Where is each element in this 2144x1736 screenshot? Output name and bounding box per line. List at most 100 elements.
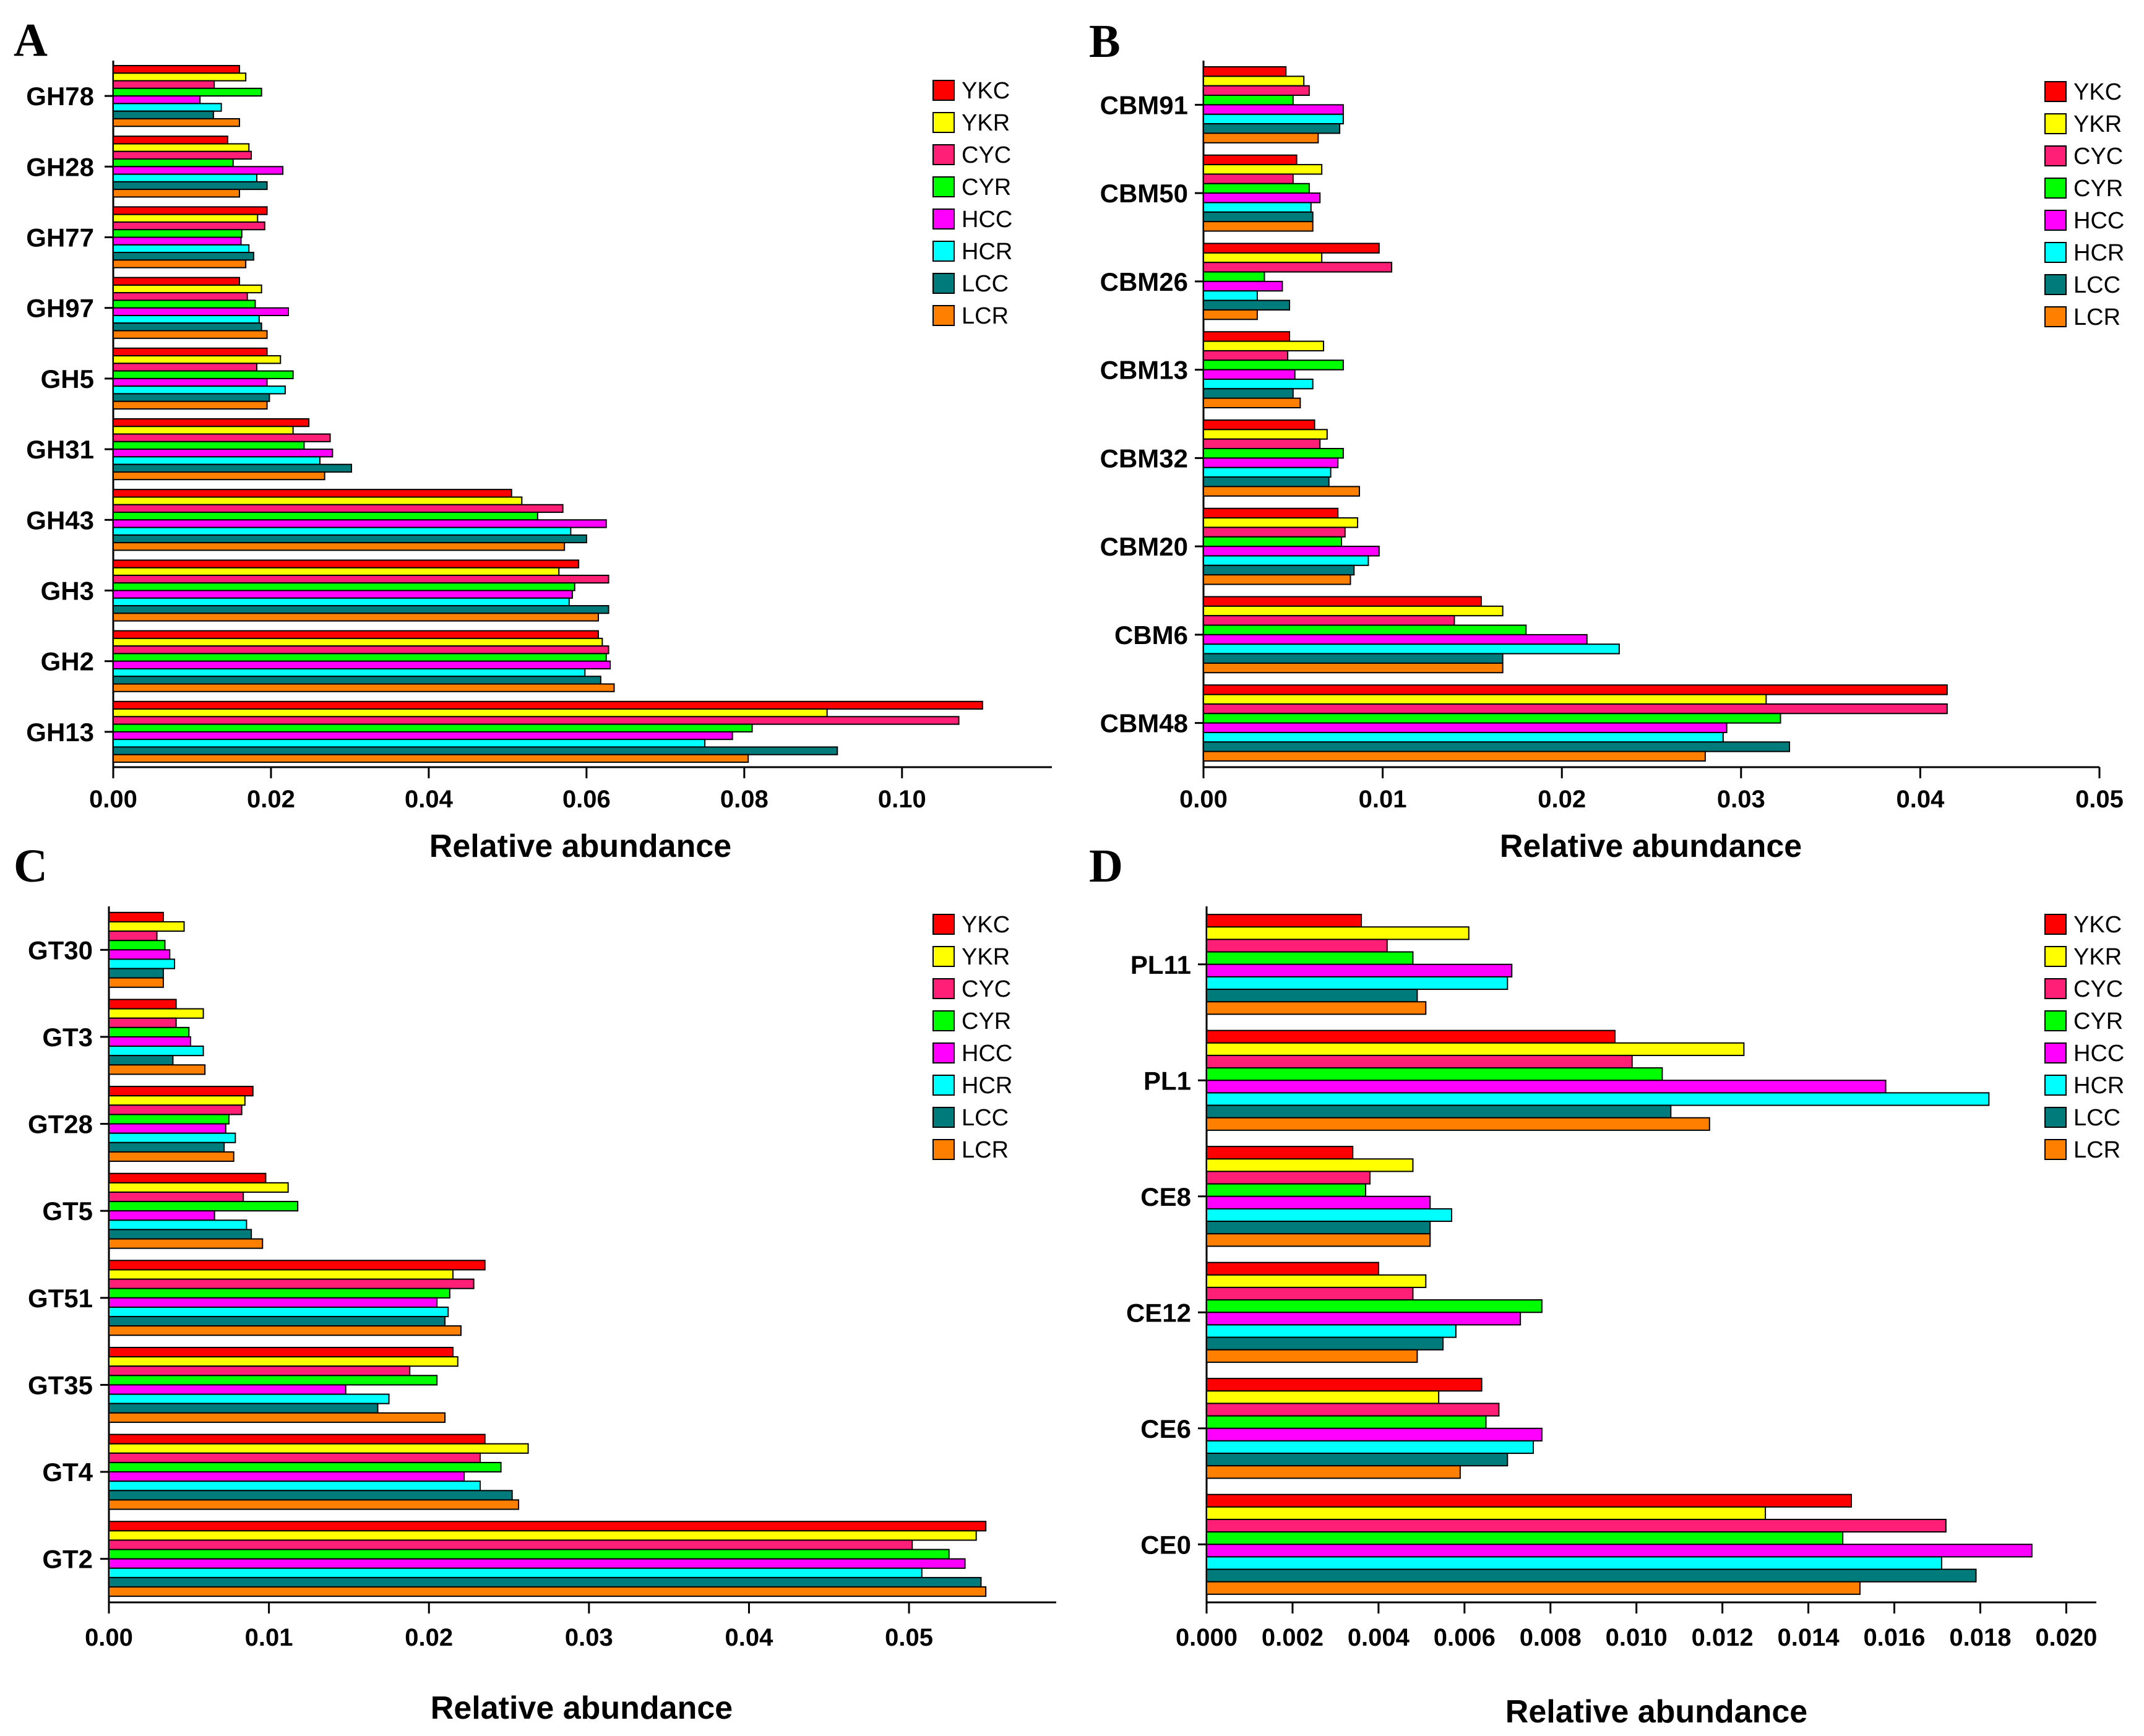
bar-hcr-cbm20 bbox=[1203, 555, 1369, 566]
bar-hcc-gt3 bbox=[108, 1036, 191, 1047]
bar-hcr-cbm6 bbox=[1203, 643, 1620, 655]
bar-cyr-gh13 bbox=[113, 723, 753, 733]
bar-ykr-cbm13 bbox=[1203, 340, 1325, 351]
legend-swatch bbox=[2044, 1139, 2067, 1160]
bar-ykr-ce6 bbox=[1206, 1390, 1440, 1404]
legend-label: HCR bbox=[2073, 1073, 2124, 1099]
bar-hcr-ce0 bbox=[1206, 1556, 1942, 1570]
bar-hcr-gh31 bbox=[113, 456, 321, 465]
category-label: GT35 bbox=[28, 1370, 93, 1399]
bar-cyc-ce6 bbox=[1206, 1403, 1500, 1417]
category-label: CBM6 bbox=[1114, 621, 1188, 650]
bar-hcc-cbm32 bbox=[1203, 457, 1339, 468]
bar-lcc-gt28 bbox=[108, 1141, 225, 1153]
legend-label: LCC bbox=[2073, 272, 2120, 298]
bar-cyr-gt51 bbox=[108, 1287, 450, 1299]
legend-label: CYC bbox=[962, 976, 1011, 1002]
legend-label: CYR bbox=[2073, 1008, 2123, 1034]
bar-lcc-gt4 bbox=[108, 1490, 513, 1501]
bar-ykc-pl1 bbox=[1206, 1029, 1616, 1044]
category-label: GH2 bbox=[41, 647, 94, 676]
bar-ykc-gt5 bbox=[108, 1172, 267, 1184]
bar-cyr-pl11 bbox=[1206, 951, 1414, 965]
bar-lcr-gt3 bbox=[108, 1064, 206, 1075]
legend-label: YKC bbox=[2073, 79, 2122, 105]
bar-lcr-gh2 bbox=[113, 683, 615, 692]
bar-hcc-gh5 bbox=[113, 377, 268, 387]
legend-label: HCR bbox=[962, 239, 1012, 265]
bar-lcr-cbm32 bbox=[1203, 486, 1360, 497]
x-tick-label: 0.00 bbox=[85, 1624, 133, 1651]
bar-lcc-ce8 bbox=[1206, 1221, 1431, 1235]
bar-lcr-cbm6 bbox=[1203, 662, 1504, 674]
bar-cyr-ce6 bbox=[1206, 1415, 1487, 1429]
bar-hcr-gt5 bbox=[108, 1219, 248, 1231]
panel-b-plot: 0.00 0.01 0.02 0.03 0.04 0.05 Relative abundan… bbox=[1100, 61, 2124, 864]
bar-cyc-gh5 bbox=[113, 363, 258, 372]
bar-cyr-cbm6 bbox=[1203, 624, 1527, 635]
bar-hcc-gt5 bbox=[108, 1210, 215, 1221]
bar-hcr-gt35 bbox=[108, 1393, 390, 1404]
bar-lcr-gh43 bbox=[113, 542, 566, 551]
bar-ykr-gt28 bbox=[108, 1095, 246, 1106]
x-tick-label: 0.03 bbox=[1717, 786, 1765, 813]
bar-cyc-gt3 bbox=[108, 1017, 177, 1028]
bar-cyc-gt30 bbox=[108, 930, 158, 942]
legend-swatch bbox=[2044, 81, 2067, 102]
bar-ykr-gh43 bbox=[113, 496, 523, 505]
bar-ykr-cbm91 bbox=[1203, 75, 1305, 87]
x-tick-label: 0.02 bbox=[405, 1624, 453, 1651]
legend-label: YKR bbox=[962, 110, 1010, 136]
bar-ykc-ce8 bbox=[1206, 1146, 1354, 1160]
bar-ykc-cbm20 bbox=[1203, 507, 1339, 519]
bar-lcc-pl11 bbox=[1206, 989, 1418, 1003]
category-label: GH13 bbox=[26, 718, 94, 747]
bar-lcr-cbm50 bbox=[1203, 221, 1314, 232]
bar-cyr-gh97 bbox=[113, 299, 256, 309]
legend-swatch bbox=[2044, 210, 2067, 231]
bar-ykr-gh77 bbox=[113, 213, 259, 223]
panel-a-plot: 0.00 0.02 0.04 0.06 0.08 0.10 Relative abundan… bbox=[26, 61, 1052, 864]
legend-swatch bbox=[932, 208, 955, 230]
bar-lcr-gt4 bbox=[108, 1499, 520, 1510]
bar-hcr-ce8 bbox=[1206, 1208, 1452, 1223]
category-label: GT2 bbox=[42, 1545, 93, 1574]
bar-cyc-gh2 bbox=[113, 645, 609, 655]
legend-swatch bbox=[932, 80, 955, 101]
bar-ykr-ce0 bbox=[1206, 1506, 1767, 1520]
bar-ykr-cbm26 bbox=[1203, 252, 1323, 264]
bar-hcr-gt3 bbox=[108, 1046, 204, 1057]
x-tick-label: 0.014 bbox=[1778, 1624, 1840, 1651]
bar-cyc-gh43 bbox=[113, 504, 564, 513]
bar-lcr-cbm91 bbox=[1203, 132, 1319, 144]
bar-hcc-pl1 bbox=[1206, 1080, 1887, 1094]
bar-hcc-ce0 bbox=[1206, 1544, 2033, 1558]
bar-hcc-gt28 bbox=[108, 1123, 226, 1134]
bar-cyr-pl1 bbox=[1206, 1067, 1663, 1081]
legend-label: YKC bbox=[2073, 912, 2122, 938]
x-tick-label: 0.01 bbox=[1359, 786, 1407, 813]
bar-cyr-cbm26 bbox=[1203, 271, 1265, 282]
bar-lcr-cbm13 bbox=[1203, 397, 1301, 409]
bar-lcr-pl1 bbox=[1206, 1117, 1710, 1131]
legend-swatch bbox=[2044, 113, 2067, 134]
legend-swatch bbox=[932, 1139, 955, 1160]
bar-hcc-cbm50 bbox=[1203, 192, 1321, 204]
legend-label: HCR bbox=[962, 1073, 1012, 1099]
bar-lcc-cbm13 bbox=[1203, 388, 1294, 399]
category-label: CE8 bbox=[1140, 1182, 1191, 1211]
bar-cyr-gh5 bbox=[113, 370, 294, 379]
bar-lcc-gt30 bbox=[108, 968, 164, 979]
bar-lcc-gh97 bbox=[113, 322, 262, 332]
legend-swatch bbox=[2044, 1042, 2067, 1064]
bar-ykc-gh43 bbox=[113, 489, 512, 498]
bar-lcr-gh28 bbox=[113, 189, 240, 198]
legend-label: HCC bbox=[2073, 208, 2124, 234]
bar-lcr-ce0 bbox=[1206, 1581, 1861, 1595]
bar-cyr-gh2 bbox=[113, 653, 607, 662]
legend-label: CYC bbox=[2073, 144, 2123, 170]
bar-cyr-cbm50 bbox=[1203, 183, 1310, 194]
x-tick-label: 0.010 bbox=[1606, 1624, 1668, 1651]
bar-cyr-gh3 bbox=[113, 582, 575, 591]
bar-hcc-pl11 bbox=[1206, 963, 1513, 978]
